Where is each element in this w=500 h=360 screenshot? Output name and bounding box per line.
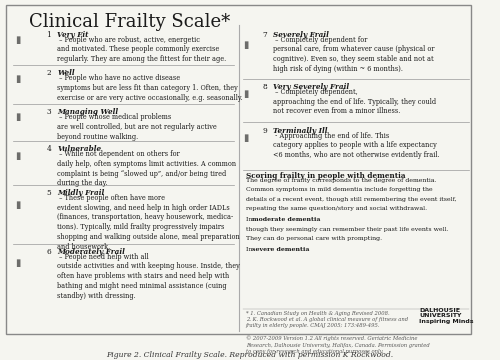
Text: In: In <box>246 247 254 252</box>
Text: In: In <box>246 217 254 222</box>
Text: – These people often have more
evident slowing, and need help in high order IADL: – These people often have more evident s… <box>58 194 240 251</box>
Text: 2: 2 <box>46 69 51 77</box>
Text: Clinical Frailty Scale*: Clinical Frailty Scale* <box>29 13 230 31</box>
Text: – Completely dependent for
personal care, from whatever cause (physical or
cogni: – Completely dependent for personal care… <box>274 36 435 73</box>
Text: ▮: ▮ <box>16 151 20 161</box>
Text: Managing Well: Managing Well <box>58 108 118 116</box>
Text: – People who have no active disease
symptoms but are less fit than category 1. O: – People who have no active disease symp… <box>58 75 243 102</box>
Text: 8: 8 <box>262 83 267 91</box>
Text: Scoring frailty in people with dementia: Scoring frailty in people with dementia <box>246 172 406 180</box>
Text: – While not dependent on others for
daily help, often symptoms limit activities.: – While not dependent on others for dail… <box>58 150 236 188</box>
Text: Vulnerable: Vulnerable <box>58 145 102 153</box>
Text: 6: 6 <box>46 248 51 256</box>
Text: 7: 7 <box>262 31 267 39</box>
Text: Very Fit: Very Fit <box>58 31 89 39</box>
Text: ▮: ▮ <box>16 200 20 210</box>
Text: * 1. Canadian Study on Health & Aging Revised 2008.
2. K. Rockwood et al. A glob: * 1. Canadian Study on Health & Aging Re… <box>246 311 430 354</box>
Text: Terminally Ill: Terminally Ill <box>274 126 328 135</box>
Text: Figure 2. Clinical Frailty Scale. Reproduced with permission K Rockwood.: Figure 2. Clinical Frailty Scale. Reprod… <box>106 351 394 359</box>
Text: ▮: ▮ <box>16 35 20 45</box>
Text: ▮: ▮ <box>16 258 20 268</box>
Text: Very Severely Frail: Very Severely Frail <box>274 83 349 91</box>
FancyBboxPatch shape <box>6 5 471 334</box>
Text: Well: Well <box>58 69 75 77</box>
Text: 4: 4 <box>46 145 51 153</box>
Text: 1: 1 <box>46 31 51 39</box>
Text: – Completely dependent,
approaching the end of life. Typically, they could
not r: – Completely dependent, approaching the … <box>274 88 436 116</box>
Text: 3: 3 <box>46 108 51 116</box>
Text: 9: 9 <box>262 126 267 135</box>
Text: Mildly Frail: Mildly Frail <box>58 189 104 197</box>
Text: details of a recent event, though still remembering the event itself,: details of a recent event, though still … <box>246 197 456 202</box>
Text: 5: 5 <box>46 189 51 197</box>
Text: Severely Frail: Severely Frail <box>274 31 329 39</box>
Text: Common symptoms in mild dementia include forgetting the: Common symptoms in mild dementia include… <box>246 188 432 192</box>
Text: They can do personal care with prompting.: They can do personal care with prompting… <box>246 236 382 241</box>
Text: ▮: ▮ <box>16 112 20 122</box>
Text: ▮: ▮ <box>243 133 248 143</box>
Text: - Approaching the end of life. This
category applies to people with a life expec: - Approaching the end of life. This cate… <box>274 131 440 159</box>
Text: – People whose medical problems
are well controlled, but are not regularly activ: – People whose medical problems are well… <box>58 113 217 141</box>
Text: ▮: ▮ <box>16 74 20 84</box>
Text: repeating the same question/story and social withdrawal.: repeating the same question/story and so… <box>246 206 427 211</box>
Text: Moderately Frail: Moderately Frail <box>58 248 126 256</box>
Text: – People who are robust, active, energetic
and motivated. These people commonly : – People who are robust, active, energet… <box>58 36 226 63</box>
Text: ▮: ▮ <box>243 89 248 99</box>
Text: The degree of frailty corresponds to the degree of dementia.: The degree of frailty corresponds to the… <box>246 178 436 183</box>
Text: ▮: ▮ <box>243 40 248 50</box>
Text: DALHOUSIE
UNIVERSITY
Inspiring Minds: DALHOUSIE UNIVERSITY Inspiring Minds <box>419 308 474 324</box>
Text: – People need help with all
outside activities and with keeping house. Inside, t: – People need help with all outside acti… <box>58 253 240 300</box>
Text: moderate dementia: moderate dementia <box>252 217 320 222</box>
Text: severe dementia: severe dementia <box>252 247 310 252</box>
Text: though they seemingly can remember their past life events well.: though they seemingly can remember their… <box>246 227 448 232</box>
